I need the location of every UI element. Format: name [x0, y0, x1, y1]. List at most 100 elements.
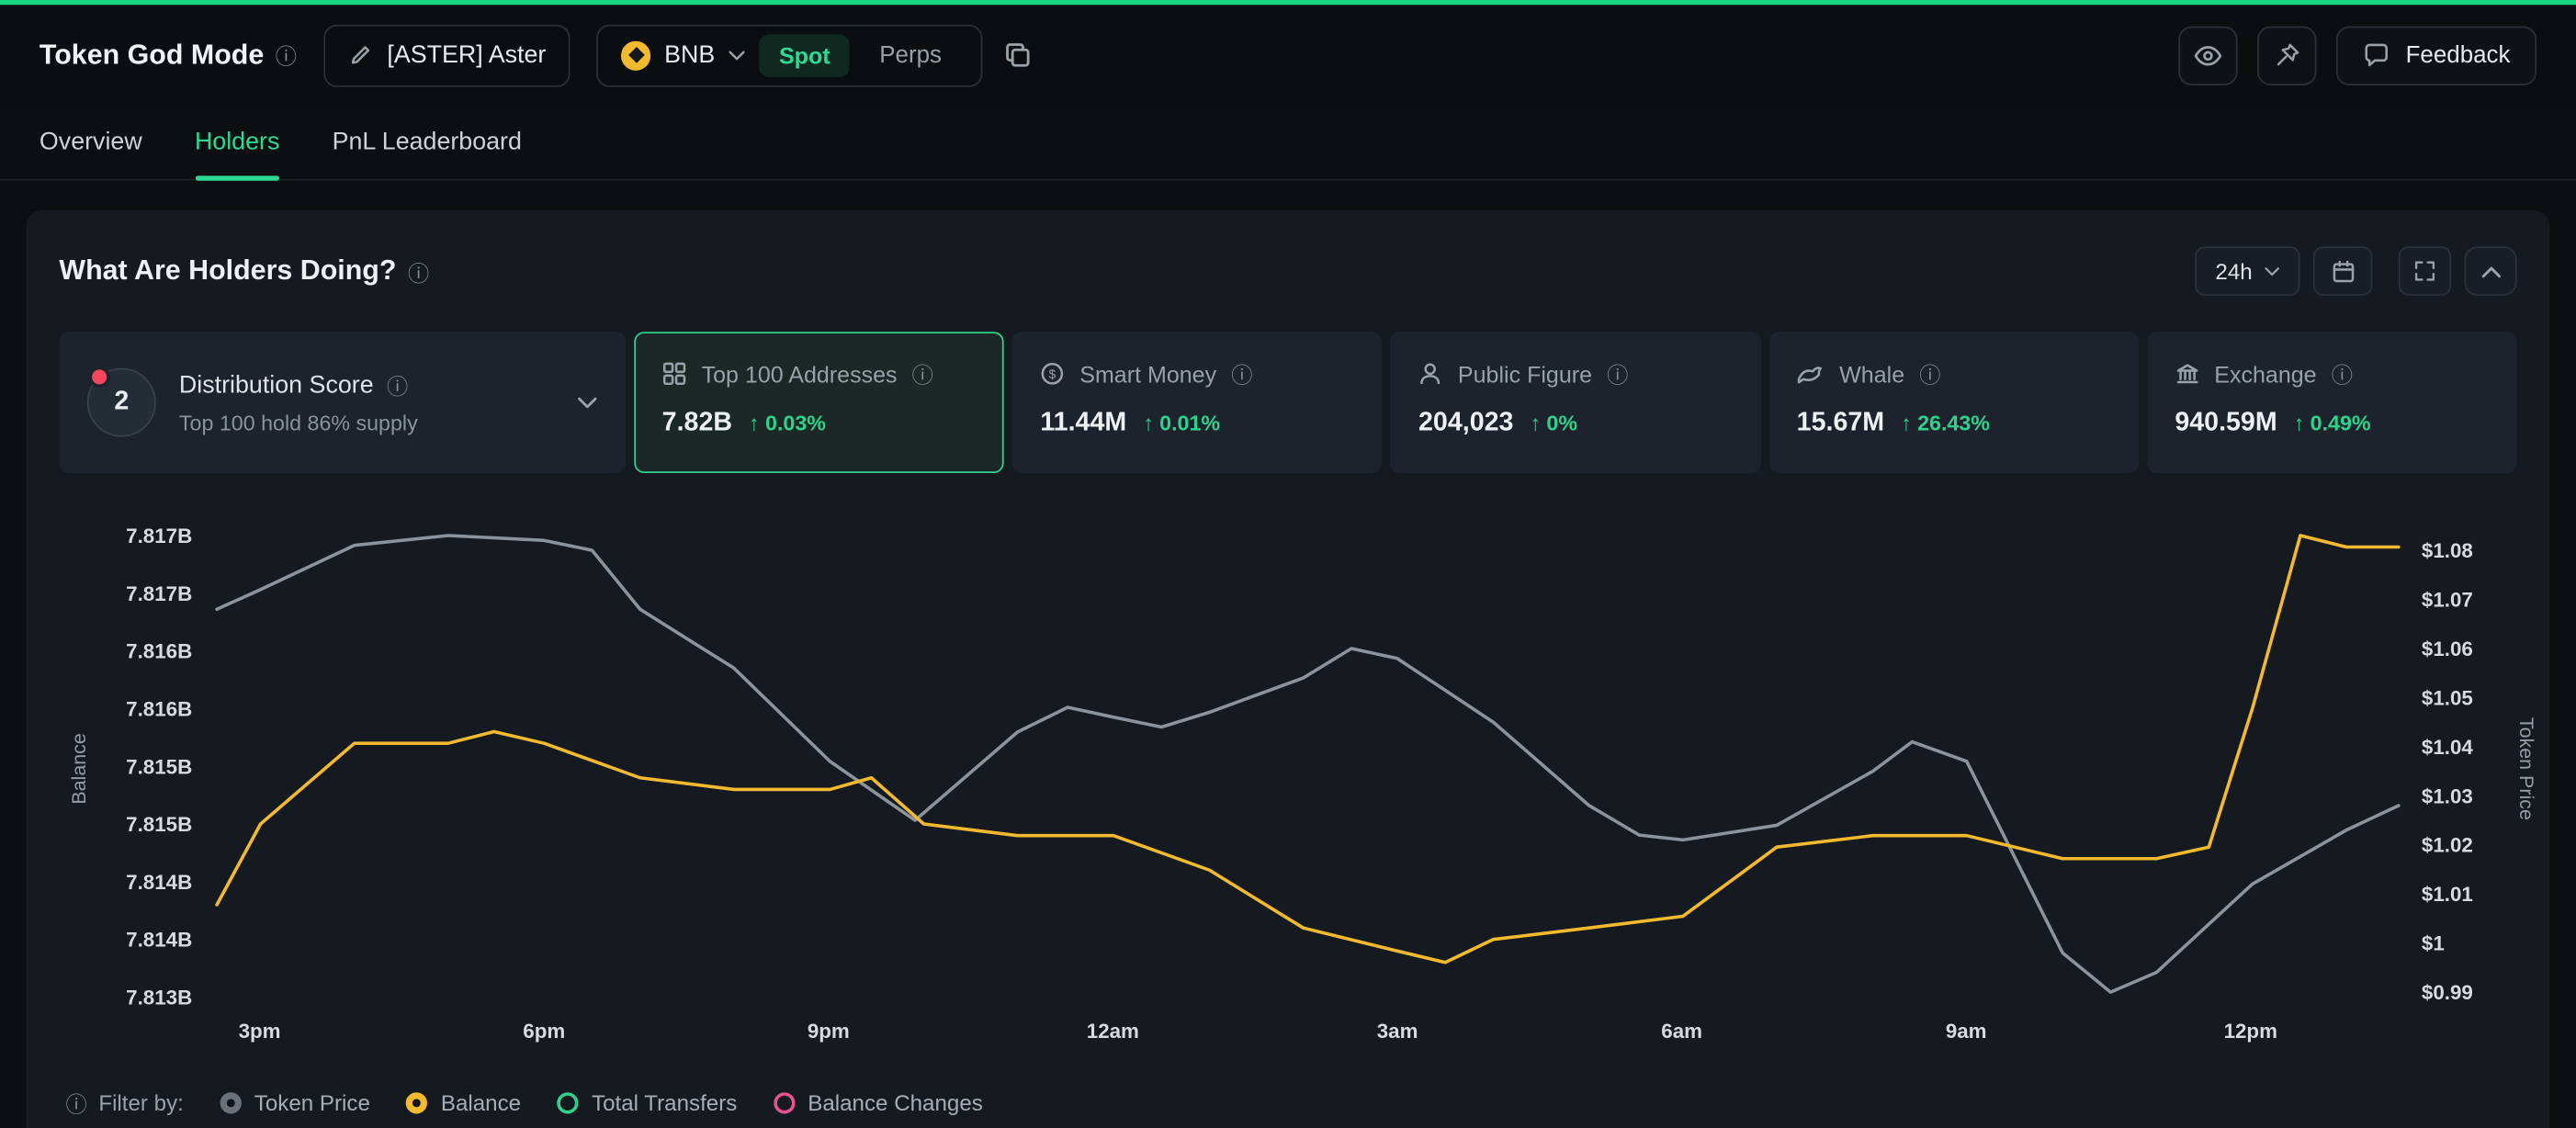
stat-label: Whale: [1839, 361, 1904, 388]
left-axis-tick: 7.814B: [126, 871, 192, 894]
market-tab-spot[interactable]: Spot: [760, 34, 851, 76]
watch-button[interactable]: [2179, 26, 2238, 85]
chevron-down-icon[interactable]: [577, 395, 598, 410]
x-axis-tick: 12pm: [2224, 1020, 2277, 1043]
stat-label: Exchange: [2214, 361, 2316, 388]
left-axis-tick: 7.813B: [126, 987, 192, 1010]
left-axis-tick: 7.815B: [126, 813, 192, 836]
pencil-icon: [347, 42, 372, 67]
right-axis-tick: $1: [2422, 932, 2445, 955]
exchange-icon: [2175, 361, 2199, 386]
legend-item-balance[interactable]: Balance: [406, 1090, 521, 1115]
stat-card-top-100-addresses[interactable]: Top 100 Addresses ⓘ 7.82B ↑ 0.03%: [634, 332, 1004, 473]
balance-line: [217, 536, 2399, 963]
distribution-score-subtitle: Top 100 hold 86% supply: [179, 411, 418, 435]
stat-change: ↑ 0.03%: [749, 411, 826, 435]
info-icon[interactable]: ⓘ: [276, 39, 297, 71]
timeframe-dropdown[interactable]: 24h: [2196, 246, 2300, 296]
stat-label: Smart Money: [1079, 361, 1216, 388]
x-axis-tick: 3am: [1377, 1020, 1418, 1043]
stat-value: 7.82B: [662, 409, 732, 438]
panel-title: What Are Holders Doing?: [59, 254, 396, 288]
collapse-button[interactable]: [2464, 246, 2516, 296]
timeframe-value: 24h: [2215, 259, 2252, 284]
chevron-down-icon[interactable]: [729, 49, 747, 62]
fullscreen-icon: [2413, 260, 2436, 283]
distribution-score-label: Distribution Score: [179, 371, 374, 399]
alert-dot: [89, 367, 110, 388]
info-icon[interactable]: ⓘ: [912, 358, 933, 389]
pin-icon: [2274, 41, 2301, 69]
left-axis-tick: 7.816B: [126, 698, 192, 721]
distribution-score-value: 2: [114, 388, 129, 417]
legend-label: Balance Changes: [808, 1090, 983, 1115]
holders-chart[interactable]: 7.817B7.817B7.816B7.816B7.815B7.815B7.81…: [0, 492, 2576, 1061]
stat-change: ↑ 0.49%: [2294, 411, 2371, 435]
left-axis-tick: 7.816B: [126, 640, 192, 663]
tab-overview[interactable]: Overview: [40, 105, 142, 178]
info-icon[interactable]: ⓘ: [66, 1088, 87, 1119]
token-selector[interactable]: [ASTER] Aster: [323, 24, 571, 86]
stat-card-smart-money[interactable]: $ Smart Money ⓘ 11.44M ↑ 0.01%: [1012, 332, 1383, 473]
stat-card-exchange[interactable]: Exchange ⓘ 940.59M ↑ 0.49%: [2147, 332, 2517, 473]
chain-market-selector: BNB Spot Perps: [597, 24, 983, 86]
left-axis-tick: 7.817B: [126, 525, 192, 547]
legend-item-total-transfers[interactable]: Total Transfers: [557, 1090, 737, 1115]
balance-radio[interactable]: [406, 1092, 427, 1113]
stat-value: 15.67M: [1797, 409, 1884, 438]
stat-card-public-figure[interactable]: Public Figure ⓘ 204,023 ↑ 0%: [1391, 332, 1761, 473]
bnb-chain-icon: [622, 40, 651, 70]
total-transfers-radio[interactable]: [557, 1092, 578, 1113]
distribution-score-card[interactable]: 2 Distribution Score ⓘ Top 100 hold 86% …: [59, 332, 626, 473]
stat-change: ↑ 0.01%: [1143, 411, 1220, 435]
info-icon[interactable]: ⓘ: [387, 369, 408, 400]
chart-legend: ⓘ Filter by: Token Price Balance Total T…: [66, 1088, 983, 1119]
legend-item-balance-changes[interactable]: Balance Changes: [774, 1090, 983, 1115]
info-icon[interactable]: ⓘ: [1919, 358, 1940, 389]
x-axis-tick: 6pm: [523, 1020, 565, 1043]
x-axis-tick: 9pm: [808, 1020, 850, 1043]
legend-label: Total Transfers: [592, 1090, 737, 1115]
right-axis-tick: $1.06: [2422, 637, 2473, 660]
token-god-mode-page: Token God Mode ⓘ [ASTER] Aster BNB Spot …: [0, 0, 2576, 1128]
token-price-line: [217, 536, 2399, 992]
info-icon[interactable]: ⓘ: [1231, 358, 1252, 389]
right-axis-tick: $1.07: [2422, 589, 2473, 612]
whale-icon: [1797, 362, 1825, 385]
right-axis-tick: $1.08: [2422, 539, 2473, 562]
left-axis-tick: 7.817B: [126, 582, 192, 605]
tab-pnl-leaderboard[interactable]: PnL Leaderboard: [333, 105, 522, 178]
left-axis-title: Balance: [68, 733, 90, 804]
left-axis-tick: 7.814B: [126, 929, 192, 952]
date-picker-button[interactable]: [2313, 246, 2372, 296]
feedback-button[interactable]: Feedback: [2336, 26, 2536, 85]
right-axis-tick: $1.01: [2422, 883, 2473, 906]
x-axis-tick: 9am: [1946, 1020, 1987, 1043]
chevron-up-icon: [2480, 264, 2501, 278]
distribution-score-badge: 2: [87, 368, 156, 437]
token-price-radio[interactable]: [220, 1092, 241, 1113]
balance-changes-radio[interactable]: [774, 1092, 795, 1113]
pin-button[interactable]: [2258, 26, 2317, 85]
stat-value: 11.44M: [1040, 409, 1126, 438]
right-axis-title: Token Price: [2515, 717, 2537, 820]
chain-label[interactable]: BNB: [664, 41, 715, 69]
info-icon[interactable]: ⓘ: [1607, 358, 1628, 389]
x-axis-tick: 6am: [1661, 1020, 1702, 1043]
right-axis-tick: $1.05: [2422, 687, 2473, 710]
stat-cards-row: 2 Distribution Score ⓘ Top 100 hold 86% …: [59, 332, 2516, 473]
fullscreen-button[interactable]: [2399, 246, 2451, 296]
copy-icon[interactable]: [1002, 39, 1034, 71]
token-selector-label: [ASTER] Aster: [387, 41, 546, 69]
info-icon[interactable]: ⓘ: [2332, 358, 2353, 389]
stat-label: Top 100 Addresses: [702, 361, 898, 388]
stat-card-whale[interactable]: Whale ⓘ 15.67M ↑ 26.43%: [1768, 332, 2139, 473]
panel-header: What Are Holders Doing? ⓘ 24h: [59, 246, 2516, 296]
market-tab-perps[interactable]: Perps: [863, 34, 958, 76]
legend-item-token-price[interactable]: Token Price: [220, 1090, 370, 1115]
tab-holders[interactable]: Holders: [195, 105, 279, 178]
header-actions: Feedback: [2179, 26, 2536, 85]
calendar-icon: [2331, 259, 2356, 284]
right-axis-tick: $1.02: [2422, 834, 2473, 857]
info-icon[interactable]: ⓘ: [408, 255, 429, 287]
